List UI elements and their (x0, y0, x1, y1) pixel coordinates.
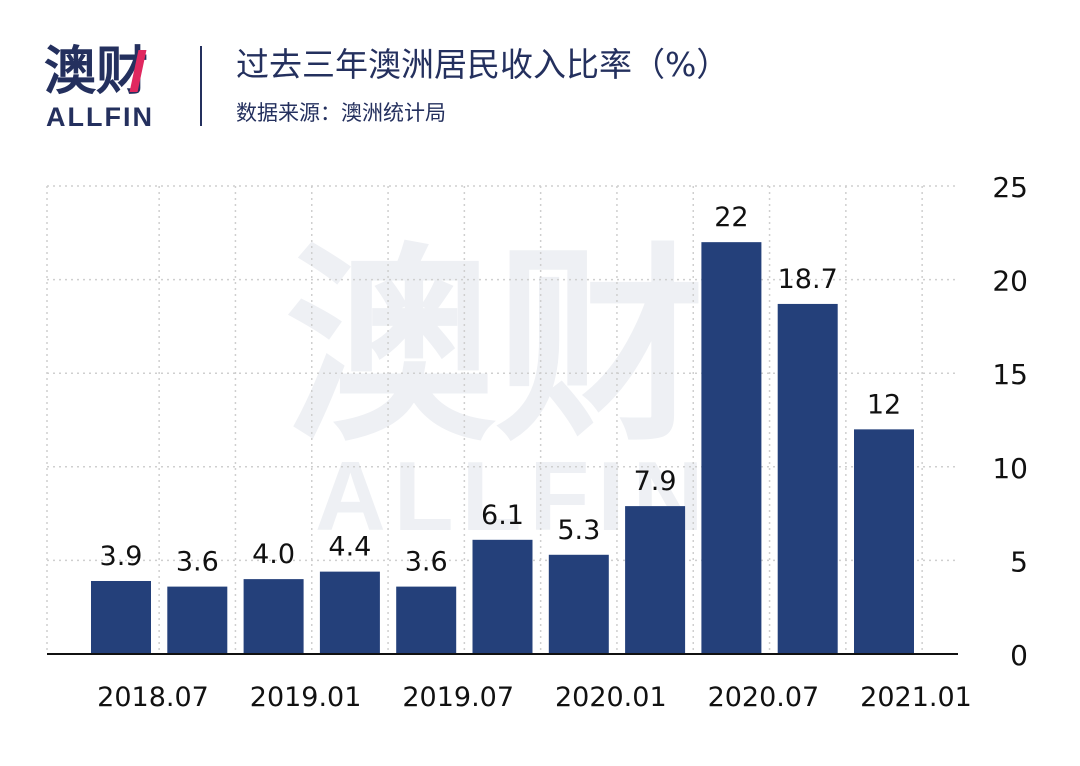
logo-english-text: ALLFIN (46, 102, 154, 132)
bar-value-label: 3.9 (100, 541, 143, 572)
header-divider (200, 46, 202, 126)
y-tick-label: 0 (1010, 639, 1028, 672)
x-tick-label: 2020.07 (708, 682, 820, 713)
bar (396, 586, 457, 654)
bar (91, 580, 151, 654)
bar (854, 429, 914, 654)
value-labels: 3.9 3.6 4.0 4.4 3.6 6.1 5.3 7.9 22 18.7 12 (100, 202, 902, 577)
x-tick-label: 2018.07 (97, 682, 209, 713)
x-tick-label: 2021.01 (860, 682, 972, 713)
x-tick-label: 2019.01 (250, 682, 362, 713)
data-source: 数据来源：澳洲统计局 (236, 101, 446, 125)
bar-value-label: 4.4 (328, 532, 371, 563)
bar-value-label: 3.6 (405, 547, 448, 578)
bar-value-label: 6.1 (481, 500, 524, 531)
chart-title: 过去三年澳洲居民收入比率（%） (236, 45, 730, 84)
x-axis-tick-labels: 2018.07 2019.01 2019.07 2020.01 2020.07 2021.… (97, 682, 972, 713)
x-tick-label: 2019.07 (402, 682, 514, 713)
bar (243, 579, 304, 654)
bar (625, 506, 686, 654)
bar-value-label: 5.3 (557, 515, 600, 546)
bar-value-label: 3.6 (176, 547, 219, 578)
y-tick-label: 20 (992, 265, 1028, 298)
bar-value-label: 22 (714, 202, 748, 233)
watermark-chinese-text: 澳财 (285, 225, 705, 470)
allfin-logo: 澳财 ALLFIN (40, 42, 165, 132)
logo-chinese-text: 澳财 (44, 42, 149, 102)
x-tick-label: 2020.01 (555, 682, 667, 713)
bar-value-label: 18.7 (778, 264, 838, 295)
bars (91, 242, 914, 654)
bar (319, 571, 380, 654)
bar-value-label: 7.9 (634, 466, 677, 497)
bar-value-label: 12 (867, 389, 901, 420)
bar (167, 586, 228, 654)
bar-value-label: 4.0 (252, 539, 295, 570)
bar (777, 303, 838, 654)
y-tick-label: 25 (992, 171, 1028, 204)
bar (548, 554, 609, 654)
grid-lines (46, 185, 958, 654)
bar (701, 242, 762, 654)
y-tick-label: 10 (992, 452, 1028, 485)
y-tick-label: 15 (992, 358, 1028, 391)
bar (472, 539, 533, 654)
y-tick-label: 5 (1010, 545, 1028, 578)
y-axis-tick-labels: 0 5 10 15 20 25 (992, 171, 1028, 672)
